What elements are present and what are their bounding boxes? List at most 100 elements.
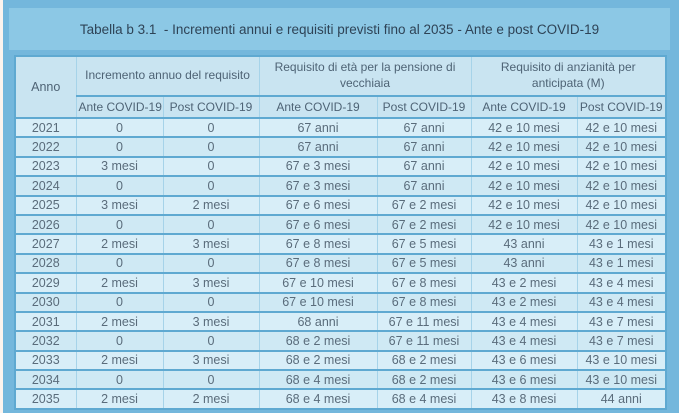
value-cell: 2 mesi bbox=[75, 349, 164, 372]
year-cell: 2026 bbox=[14, 213, 77, 236]
value-cell: 2 mesi bbox=[162, 388, 260, 410]
value-cell: 67 e 8 mesi bbox=[258, 252, 378, 275]
year-cell: 2027 bbox=[14, 233, 77, 255]
table-body: 2021 0 0 67 anni 67 anni 42 e 10 mesi 42 e 10 … bbox=[14, 116, 667, 410]
value-cell: 0 bbox=[75, 291, 164, 313]
value-cell: 42 e 10 mesi bbox=[576, 136, 667, 158]
value-cell: 67 e 3 mesi bbox=[258, 155, 378, 178]
subheader-incremento-ante: Ante COVID-19 bbox=[75, 95, 164, 119]
value-cell: 68 e 4 mesi bbox=[258, 388, 378, 410]
value-cell: 2 mesi bbox=[75, 388, 164, 410]
subheader-vecchiaia-ante: Ante COVID-19 bbox=[258, 95, 378, 119]
value-cell: 42 e 10 mesi bbox=[576, 213, 667, 236]
value-cell: 2 mesi bbox=[75, 233, 164, 255]
header-row-groups: Anno Incremento annuo del requisito Requ… bbox=[14, 55, 667, 119]
table-row: 2026 0 0 67 e 6 mesi 67 e 2 mesi 42 e 10 mesi… bbox=[14, 213, 667, 236]
value-cell: 67 e 2 mesi bbox=[376, 213, 472, 236]
year-cell: 2028 bbox=[14, 252, 77, 275]
value-cell: 43 e 7 mesi bbox=[576, 330, 667, 352]
value-cell: 68 e 2 mesi bbox=[258, 330, 378, 352]
year-cell: 2021 bbox=[14, 116, 77, 139]
table-row: 2033 2 mesi 3 mesi 68 e 2 mesi 68 e 2 mesi 43… bbox=[14, 349, 667, 372]
value-cell: 67 anni bbox=[376, 175, 472, 197]
table-row: 2029 2 mesi 3 mesi 67 e 10 mesi 67 e 8 mesi 4… bbox=[14, 272, 667, 294]
value-cell: 3 mesi bbox=[162, 233, 260, 255]
value-cell: 43 e 7 mesi bbox=[576, 310, 667, 333]
value-cell: 0 bbox=[162, 175, 260, 197]
value-cell: 42 e 10 mesi bbox=[576, 194, 667, 216]
subheader-anticipata-post: Post COVID-19 bbox=[576, 95, 667, 119]
column-group-vecchiaia: Requisito di età per la pensione di vecc… bbox=[258, 55, 472, 97]
value-cell: 67 anni bbox=[258, 116, 378, 139]
value-cell: 42 e 10 mesi bbox=[576, 116, 667, 139]
value-cell: 0 bbox=[75, 116, 164, 139]
value-cell: 67 e 5 mesi bbox=[376, 233, 472, 255]
page-edge-sliver bbox=[0, 0, 3, 413]
value-cell: 0 bbox=[75, 330, 164, 352]
value-cell: 68 e 2 mesi bbox=[376, 369, 472, 391]
table-row: 2024 0 0 67 e 3 mesi 67 anni 42 e 10 mesi 42 e… bbox=[14, 175, 667, 197]
value-cell: 43 e 1 mesi bbox=[576, 252, 667, 275]
value-cell: 3 mesi bbox=[162, 272, 260, 294]
value-cell: 42 e 10 mesi bbox=[576, 175, 667, 197]
value-cell: 42 e 10 mesi bbox=[470, 194, 578, 216]
value-cell: 67 e 8 mesi bbox=[376, 272, 472, 294]
value-cell: 42 e 10 mesi bbox=[470, 116, 578, 139]
value-cell: 68 e 4 mesi bbox=[258, 369, 378, 391]
table-row: 2023 3 mesi 0 67 e 3 mesi 67 anni 42 e 10 mes… bbox=[14, 155, 667, 178]
column-group-incremento: Incremento annuo del requisito bbox=[75, 55, 260, 97]
value-cell: 0 bbox=[162, 213, 260, 236]
value-cell: 67 anni bbox=[258, 136, 378, 158]
value-cell: 2 mesi bbox=[162, 194, 260, 216]
subheader-vecchiaia-post: Post COVID-19 bbox=[376, 95, 472, 119]
table-row: 2031 2 mesi 3 mesi 68 anni 67 e 11 mesi 43 e … bbox=[14, 310, 667, 333]
value-cell: 67 e 5 mesi bbox=[376, 252, 472, 275]
subheader-anticipata-ante: Ante COVID-19 bbox=[470, 95, 578, 119]
value-cell: 68 e 2 mesi bbox=[258, 349, 378, 372]
table-row: 2022 0 0 67 anni 67 anni 42 e 10 mesi 42 e 10 … bbox=[14, 136, 667, 158]
value-cell: 67 e 10 mesi bbox=[258, 291, 378, 313]
year-cell: 2022 bbox=[14, 136, 77, 158]
value-cell: 0 bbox=[75, 252, 164, 275]
value-cell: 0 bbox=[162, 291, 260, 313]
table-row: 2030 0 0 67 e 10 mesi 67 e 8 mesi 43 e 2 mesi… bbox=[14, 291, 667, 313]
value-cell: 0 bbox=[75, 369, 164, 391]
table-row: 2027 2 mesi 3 mesi 67 e 8 mesi 67 e 5 mesi 43… bbox=[14, 233, 667, 255]
value-cell: 43 anni bbox=[470, 233, 578, 255]
value-cell: 68 anni bbox=[258, 310, 378, 333]
value-cell: 67 e 2 mesi bbox=[376, 194, 472, 216]
value-cell: 3 mesi bbox=[162, 310, 260, 333]
value-cell: 0 bbox=[162, 369, 260, 391]
value-cell: 42 e 10 mesi bbox=[470, 175, 578, 197]
value-cell: 67 anni bbox=[376, 136, 472, 158]
value-cell: 0 bbox=[162, 252, 260, 275]
value-cell: 42 e 10 mesi bbox=[470, 213, 578, 236]
value-cell: 67 e 10 mesi bbox=[258, 272, 378, 294]
value-cell: 43 e 4 mesi bbox=[470, 330, 578, 352]
table-title: Tabella b 3.1 - Incrementi annui e requi… bbox=[79, 21, 600, 37]
value-cell: 43 e 4 mesi bbox=[576, 272, 667, 294]
value-cell: 67 e 8 mesi bbox=[376, 291, 472, 313]
value-cell: 67 e 11 mesi bbox=[376, 310, 472, 333]
value-cell: 67 anni bbox=[376, 116, 472, 139]
value-cell: 3 mesi bbox=[162, 349, 260, 372]
value-cell: 0 bbox=[75, 136, 164, 158]
column-header-anno: Anno bbox=[14, 55, 77, 119]
table-title-bar: Tabella b 3.1 - Incrementi annui e requi… bbox=[9, 8, 670, 50]
value-cell: 0 bbox=[162, 330, 260, 352]
value-cell: 67 e 3 mesi bbox=[258, 175, 378, 197]
year-cell: 2030 bbox=[14, 291, 77, 313]
value-cell: 67 e 6 mesi bbox=[258, 213, 378, 236]
table-row: 2034 0 0 68 e 4 mesi 68 e 2 mesi 43 e 6 mesi 4… bbox=[14, 369, 667, 391]
value-cell: 68 e 2 mesi bbox=[376, 349, 472, 372]
value-cell: 43 anni bbox=[470, 252, 578, 275]
value-cell: 42 e 10 mesi bbox=[470, 155, 578, 178]
value-cell: 0 bbox=[162, 116, 260, 139]
subheader-incremento-post: Post COVID-19 bbox=[162, 95, 260, 119]
table-row: 2021 0 0 67 anni 67 anni 42 e 10 mesi 42 e 10 … bbox=[14, 116, 667, 139]
value-cell: 43 e 2 mesi bbox=[470, 272, 578, 294]
value-cell: 67 e 11 mesi bbox=[376, 330, 472, 352]
value-cell: 42 e 10 mesi bbox=[576, 155, 667, 178]
value-cell: 43 e 6 mesi bbox=[470, 369, 578, 391]
value-cell: 67 anni bbox=[376, 155, 472, 178]
